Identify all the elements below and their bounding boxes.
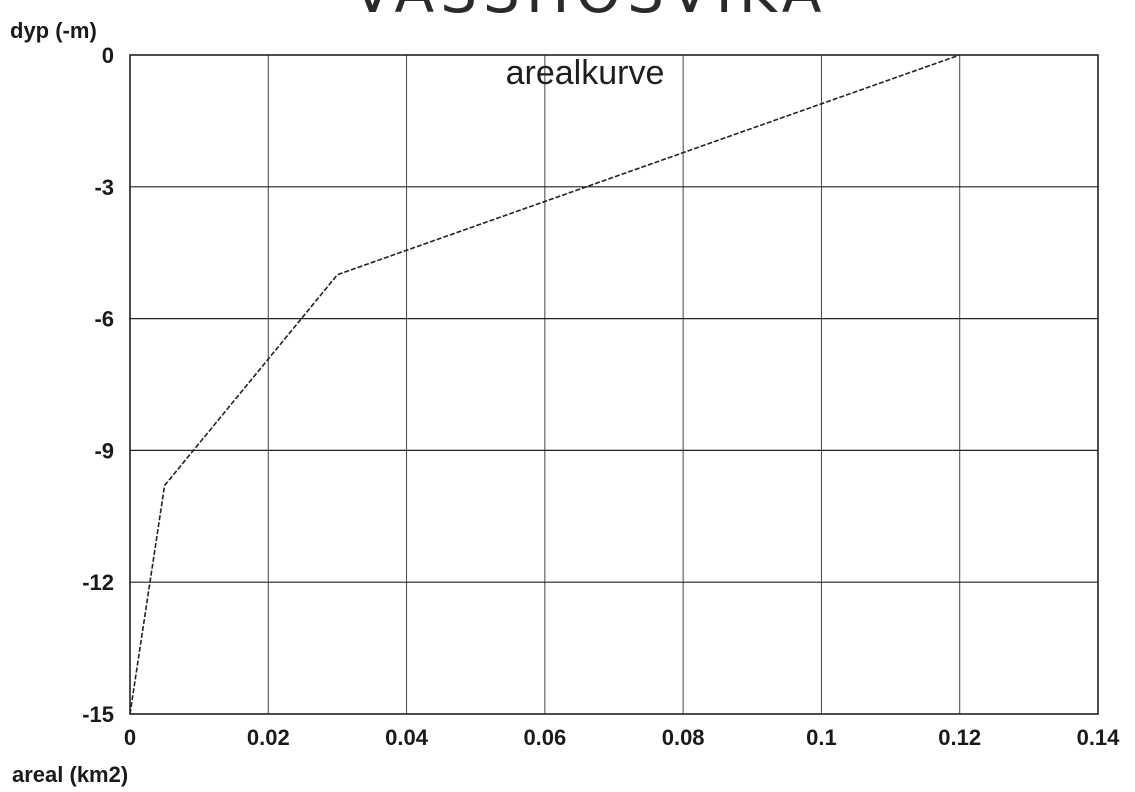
chart-title: VASSHOSVIKA	[353, 0, 828, 26]
x-tick-label: 0	[124, 725, 136, 750]
x-tick-label: 0.14	[1077, 725, 1121, 750]
x-axis-label: areal (km2)	[12, 762, 128, 787]
y-axis-label: dyp (-m)	[10, 18, 97, 43]
y-tick-label: -6	[94, 307, 114, 332]
x-tick-label: 0.12	[938, 725, 981, 750]
x-tick-labels: 0 0.02 0.04 0.06 0.08 0.1 0.12 0.14	[124, 725, 1120, 750]
plot-frame	[129, 54, 1099, 715]
x-tick-label: 0.02	[247, 725, 290, 750]
x-tick-label: 0.04	[385, 725, 429, 750]
y-tick-label: -15	[82, 702, 114, 727]
y-tick-label: 0	[102, 43, 114, 68]
y-tick-label: -3	[94, 175, 114, 200]
y-tick-labels: 0 -3 -6 -9 -12 -15	[82, 43, 114, 727]
x-tick-label: 0.1	[806, 725, 837, 750]
series-line	[129, 54, 960, 715]
y-tick-label: -12	[82, 570, 114, 595]
x-tick-label: 0.06	[523, 725, 566, 750]
x-tick-label: 0.08	[662, 725, 705, 750]
chart-subtitle: arealkurve	[506, 54, 665, 92]
y-tick-label: -9	[94, 438, 114, 463]
series-layer	[129, 54, 960, 715]
grid	[130, 55, 1098, 714]
